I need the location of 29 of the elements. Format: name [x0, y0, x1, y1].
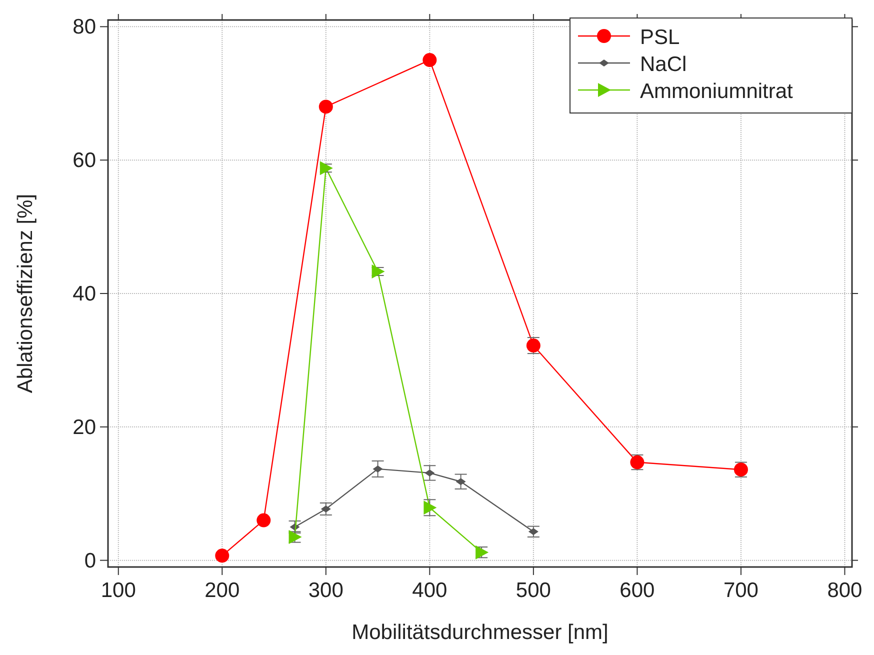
- point: [456, 478, 466, 486]
- y-tick-label: 40: [72, 282, 96, 306]
- y-tick-label: 20: [72, 416, 96, 439]
- y-tick-label: 80: [72, 16, 96, 39]
- x-tick-label: 100: [100, 579, 136, 602]
- x-tick-label: 600: [620, 579, 655, 602]
- point: [320, 505, 331, 512]
- legend-label: Ammoniumnitrat: [640, 80, 794, 103]
- point: [424, 469, 435, 476]
- x-tick-label: 500: [516, 579, 551, 602]
- y-tick-label: 60: [72, 149, 96, 172]
- x-tick-label: 200: [204, 579, 240, 602]
- point: [318, 100, 333, 114]
- legend-label: PSL: [640, 26, 680, 49]
- point: [422, 53, 437, 68]
- x-tick-label: 300: [308, 579, 344, 602]
- x-axis-title: Mobilitätsdurchmesser [nm]: [352, 621, 608, 644]
- y-axis-title: Ablationseffizienz [%]: [14, 194, 37, 394]
- point: [372, 465, 383, 472]
- legend-label: NaCl: [640, 53, 687, 76]
- y-tick-label: 0: [84, 549, 96, 572]
- point: [256, 513, 271, 528]
- point: [528, 528, 538, 536]
- x-tick-label: 400: [412, 579, 448, 602]
- point: [215, 548, 230, 563]
- x-tick-label: 700: [723, 579, 758, 602]
- point: [320, 161, 333, 176]
- x-tick-label: 800: [827, 579, 862, 602]
- point: [372, 264, 385, 278]
